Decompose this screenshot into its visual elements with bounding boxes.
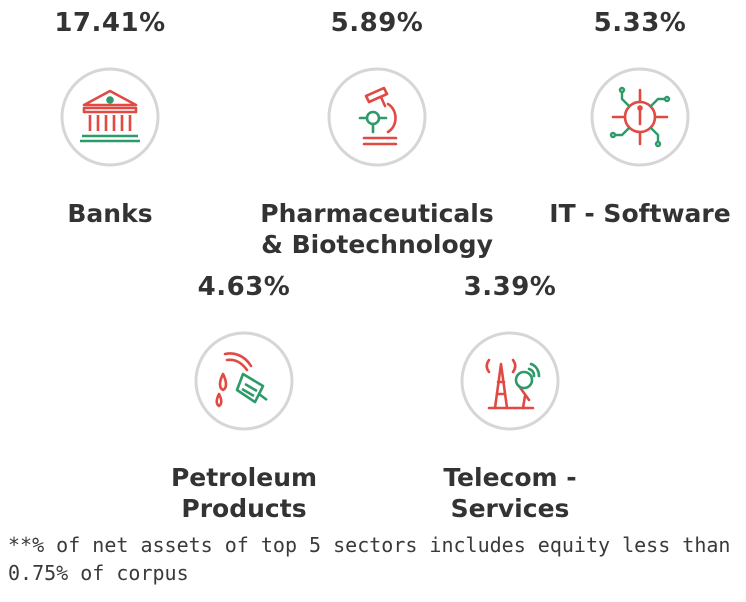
chip-icon xyxy=(589,66,691,168)
sector-name-text: Pharmaceuticals & Biotechnology xyxy=(260,199,494,259)
sector-percent: 3.39% xyxy=(463,272,557,302)
sector-name-text: IT - Software xyxy=(549,199,731,228)
bank-icon xyxy=(59,66,161,168)
sector-percent: 5.89% xyxy=(330,8,424,38)
sector-name: Petroleum Products xyxy=(104,462,384,524)
sector-name-text: Telecom - Services xyxy=(443,463,577,523)
sector-percent: 5.33% xyxy=(593,8,687,38)
sector-percent: 4.63% xyxy=(197,272,291,302)
sector-percent: 17.41% xyxy=(54,8,166,38)
telecom-tower-icon xyxy=(459,330,561,432)
sector-name-text: Banks xyxy=(67,199,153,228)
footnote: **% of net assets of top 5 sectors inclu… xyxy=(8,533,731,585)
sector-name-text: Petroleum Products xyxy=(170,463,318,523)
sector-name: Banks xyxy=(0,198,250,229)
sector-name: Telecom - Services xyxy=(370,462,650,524)
microscope-icon xyxy=(326,66,428,168)
fuel-nozzle-icon xyxy=(193,330,295,432)
sector-name: Pharmaceuticals & Biotechnology xyxy=(237,198,517,260)
sector-name: IT - Software xyxy=(500,198,746,229)
